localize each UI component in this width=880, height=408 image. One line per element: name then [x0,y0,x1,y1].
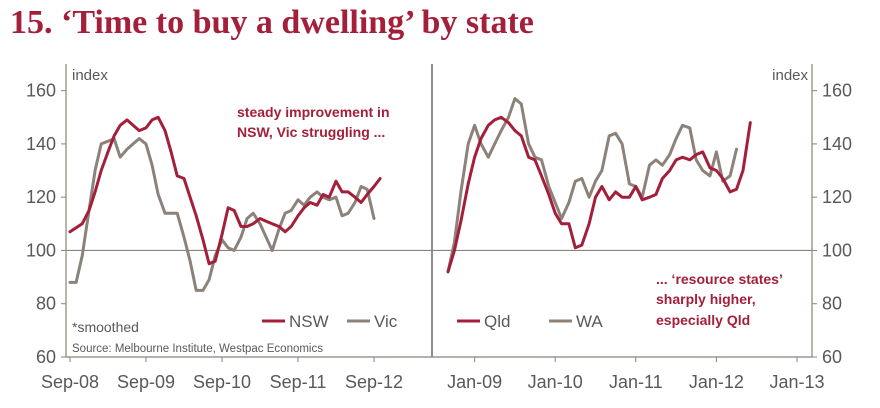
left-x-tick-label: Sep-12 [345,372,403,392]
right-y-tick-label: 160 [822,81,852,101]
left-y-tick-label: 120 [26,187,56,207]
right-y-tick-label: 80 [822,294,842,314]
legend-label-nsw: NSW [289,312,329,331]
left-x-tick-label: Sep-08 [41,372,99,392]
chart-title: 15. ‘Time to buy a dwelling’ by state [10,4,534,41]
series-line-qld [446,115,752,274]
legend-label-wa: WA [576,312,603,331]
right-x-tick-label: Jan-12 [689,372,744,392]
right-y-tick-label: 100 [822,240,852,260]
left-x-tick-label: Sep-10 [193,372,251,392]
left-x-tick-label: Sep-11 [270,372,327,392]
left-x-tick-label: Sep-09 [117,372,175,392]
left-y-tick-label: 60 [36,347,56,367]
left-y-tick-label: 160 [26,81,56,101]
right-x-tick-label: Jan-09 [447,372,502,392]
left-y-axis-label: index [72,67,108,84]
right-y-tick-label: 120 [822,187,852,207]
legend-label-vic: Vic [374,312,398,331]
footnote: *smoothed [72,319,139,335]
right-annotation-line-2: sharply higher, [656,291,756,307]
grid-layer: 60 80 100 120 140 160 Sep-08 Sep-09 Sep-10 Sep-11… [26,64,852,392]
series-line-wa [446,97,738,274]
right-y-axis-label: index [772,67,808,84]
right-annotation-line-3: especially Qld [656,312,750,328]
right-y-tick-label: 60 [822,347,842,367]
left-annotation-line-1: steady improvement in [237,104,390,120]
legend-label-qld: Qld [484,312,510,331]
right-x-tick-label: Jan-10 [528,372,583,392]
right-y-tick-label: 140 [822,134,852,154]
series-layer [68,97,752,292]
left-y-tick-label: 100 [26,240,56,260]
right-annotation-line-1: ... ‘resource states’ [656,271,783,287]
source-note: Source: Melbourne Institute, Westpac Eco… [72,343,323,355]
left-annotation-line-2: NSW, Vic struggling ... [237,124,385,140]
left-y-tick-label: 80 [36,294,56,314]
right-x-tick-label: Jan-13 [769,372,824,392]
right-x-tick-label: Jan-11 [609,372,663,392]
series-line-nsw [68,115,382,266]
series-line-vic [68,137,376,292]
left-y-tick-label: 140 [26,134,56,154]
